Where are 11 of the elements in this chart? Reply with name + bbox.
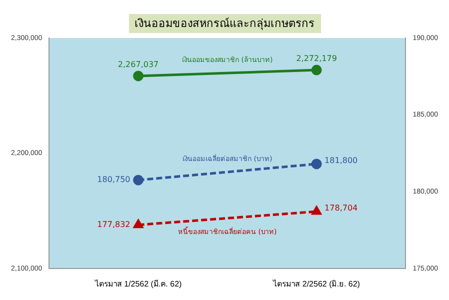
- data-label: 2,272,179: [296, 54, 337, 64]
- point: [133, 174, 144, 186]
- data-label: 181,800: [324, 156, 358, 166]
- x-tick-label: ไตรมาส 1/2562 (มี.ค. 62): [94, 279, 182, 288]
- point: [311, 158, 322, 170]
- data-label: 177,832: [97, 220, 130, 229]
- data-label: 2,267,037: [118, 60, 159, 70]
- data-label: 180,750: [97, 175, 130, 184]
- chart-title: เงินออมของสหกรณ์และกลุ่มเกษตรกร: [128, 14, 320, 33]
- x-tick-label: ไตรมาส 2/2562 (มิ.ย. 62): [272, 279, 360, 288]
- data-label: 178,704: [324, 204, 358, 213]
